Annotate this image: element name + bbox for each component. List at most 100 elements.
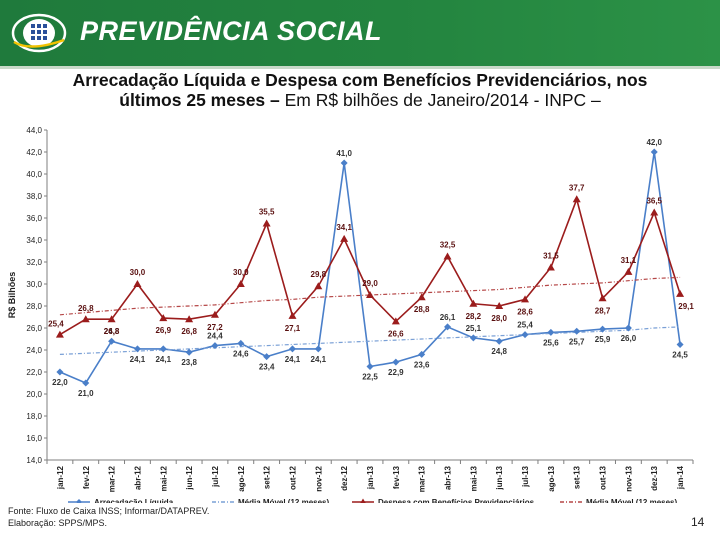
x-tick-label: nov-13 [624, 465, 633, 491]
x-tick-label: abr-12 [133, 465, 142, 490]
data-label: 29,8 [311, 270, 327, 279]
data-label: 41,0 [336, 149, 352, 158]
x-tick-label: jul-12 [211, 465, 220, 487]
data-label: 29,0 [362, 279, 378, 288]
data-point-despesa [650, 208, 659, 216]
y-tick-label: 36,0 [26, 214, 42, 223]
data-point-arrecadacao [314, 345, 322, 353]
y-tick-label: 34,0 [26, 236, 42, 245]
data-point-despesa [469, 299, 478, 307]
data-point-despesa [598, 294, 607, 302]
title-line-2-bold: últimos 25 meses – [119, 90, 280, 110]
data-label: 37,7 [569, 183, 585, 192]
y-tick-label: 28,0 [26, 302, 42, 311]
data-point-arrecadacao [159, 345, 167, 353]
data-label: 25,4 [517, 321, 533, 330]
legend-label: Arrecadação Líquida [94, 498, 174, 503]
data-point-arrecadacao [599, 325, 607, 333]
data-label: 25,7 [569, 337, 585, 346]
y-tick-label: 32,0 [26, 258, 42, 267]
series-line [59, 151, 681, 385]
legend-label: Média Móvel (12 meses) [238, 498, 329, 503]
data-label: 26,8 [104, 327, 120, 336]
y-tick-label: 42,0 [26, 148, 42, 157]
data-label: 32,5 [440, 241, 456, 250]
y-tick-label: 30,0 [26, 280, 42, 289]
x-tick-label: jun-12 [185, 465, 194, 490]
data-point-arrecadacao [108, 337, 116, 345]
data-point-arrecadacao [82, 379, 90, 387]
chart-title: Arrecadação Líquida e Despesa com Benefí… [0, 70, 720, 110]
data-point-despesa [210, 310, 219, 318]
data-point-despesa [107, 315, 116, 323]
data-point-despesa [676, 289, 685, 297]
data-point-arrecadacao [676, 341, 684, 348]
page-number: 14 [691, 515, 705, 529]
y-tick-label: 44,0 [26, 126, 42, 135]
data-point-arrecadacao [444, 323, 452, 331]
source-text: Fonte: Fluxo de Caixa INSS; Informar/DAT… [8, 506, 210, 516]
data-label: 24,8 [104, 327, 120, 336]
data-label: 42,0 [646, 138, 662, 147]
x-tick-label: fev-12 [82, 465, 91, 489]
y-tick-label: 18,0 [26, 412, 42, 421]
data-point-despesa [624, 267, 633, 275]
y-tick-label: 16,0 [26, 434, 42, 443]
source-note: Fonte: Fluxo de Caixa INSS; Informar/DAT… [8, 505, 209, 529]
data-label: 26,8 [78, 304, 94, 313]
x-tick-label: jan-13 [366, 465, 375, 490]
y-tick-label: 24,0 [26, 346, 42, 355]
data-label: 22,5 [362, 373, 378, 382]
data-point-arrecadacao [624, 324, 632, 332]
data-point-arrecadacao [237, 339, 245, 347]
data-label: 30,0 [233, 268, 249, 277]
data-label: 25,1 [466, 324, 482, 333]
data-label: 22,0 [52, 378, 68, 387]
data-label: 28,8 [414, 305, 430, 314]
x-tick-label: dez-12 [340, 465, 349, 490]
legend-label: Despesa com Benefícios Previdenciários [378, 498, 535, 503]
data-point-despesa [495, 302, 504, 309]
data-label: 24,6 [233, 349, 249, 358]
data-point-despesa [521, 295, 530, 303]
data-label: 24,4 [207, 332, 223, 341]
data-point-arrecadacao [56, 368, 64, 376]
x-tick-label: mai-12 [159, 465, 168, 491]
data-label: 31,5 [543, 252, 559, 261]
x-tick-label: ago-12 [237, 465, 246, 491]
data-point-despesa [81, 315, 90, 323]
x-tick-label: out-13 [599, 465, 608, 490]
data-point-arrecadacao [650, 148, 658, 156]
y-tick-label: 38,0 [26, 192, 42, 201]
elaboration-text: Elaboração: SPPS/MPS. [8, 518, 108, 528]
data-label: 24,1 [311, 355, 327, 364]
y-tick-label: 20,0 [26, 390, 42, 399]
header-banner: PREVIDÊNCIA SOCIAL [0, 0, 720, 69]
data-label: 26,0 [621, 334, 637, 343]
data-label: 25,4 [48, 320, 64, 329]
data-point-despesa [159, 314, 168, 322]
data-label: 24,5 [672, 351, 688, 360]
data-point-despesa [55, 330, 64, 338]
data-point-despesa [288, 311, 297, 319]
data-point-arrecadacao [366, 363, 374, 370]
data-label: 28,2 [466, 312, 482, 321]
title-line-1: Arrecadação Líquida e Despesa com Benefí… [72, 70, 648, 90]
data-label: 24,8 [491, 347, 507, 356]
x-tick-label: nov-12 [314, 465, 323, 491]
data-point-arrecadacao [185, 348, 193, 356]
header-divider [0, 66, 720, 69]
legend-marker [360, 498, 366, 503]
x-tick-label: jan-12 [56, 465, 65, 490]
y-tick-label: 40,0 [26, 170, 42, 179]
data-point-despesa [546, 263, 555, 271]
y-tick-label: 26,0 [26, 324, 42, 333]
data-point-arrecadacao [547, 328, 555, 336]
x-tick-label: mai-13 [469, 465, 478, 491]
data-point-despesa [366, 291, 374, 298]
data-point-despesa [133, 280, 142, 287]
data-label: 28,0 [491, 314, 507, 323]
data-label: 23,4 [259, 363, 275, 372]
y-axis-label: R$ Bilhões [7, 272, 17, 319]
data-point-arrecadacao [392, 358, 400, 366]
